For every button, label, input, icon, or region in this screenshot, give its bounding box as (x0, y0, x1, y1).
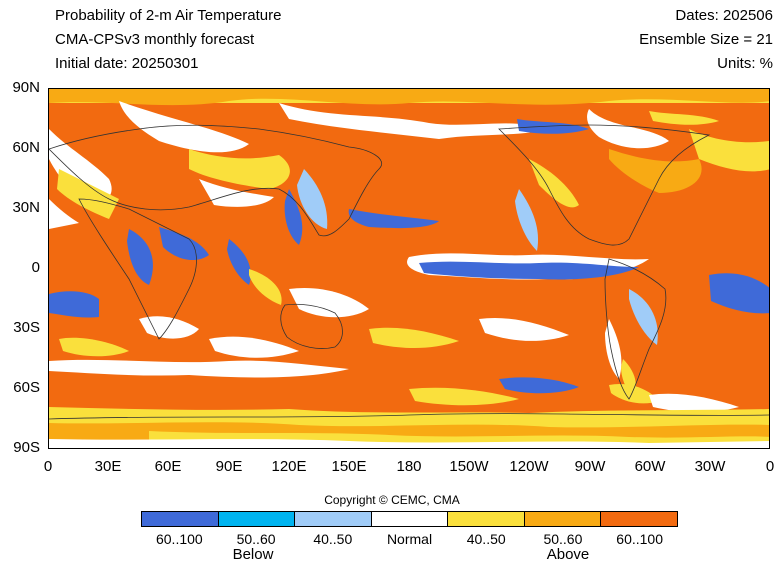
lon-tick-30w: 30W (694, 458, 726, 475)
forecast-dates: Dates: 202506 (675, 7, 773, 24)
africa-coast (78, 198, 197, 340)
probability-map (48, 88, 770, 449)
ensemble-size: Ensemble Size = 21 (639, 31, 773, 48)
legend-label-5: 50..60 (543, 531, 583, 547)
lon-tick-150w: 150W (449, 458, 489, 475)
lat-tick-60n: 60N (12, 139, 40, 156)
lat-tick-90s: 90S (13, 439, 40, 456)
lat-tick-0: 0 (31, 259, 40, 276)
legend-swatch-2 (294, 512, 371, 526)
map-title: Probability of 2-m Air Temperature (55, 7, 282, 24)
legend-label-6: 60..100 (616, 531, 663, 547)
north-midlat-patches (49, 129, 769, 251)
legend-colorbar (141, 511, 678, 527)
model-subtitle: CMA-CPSv3 monthly forecast (55, 31, 255, 48)
lat-tick-90n: 90N (12, 79, 40, 96)
lon-tick-180: 180 (396, 458, 422, 475)
legend-swatch-3 (370, 512, 448, 526)
copyright-notice: Copyright © CEMC, CMA (324, 493, 460, 507)
legend-label-0: 60..100 (155, 531, 203, 547)
legend-swatch-0 (142, 512, 218, 526)
legend-swatch-1 (217, 512, 295, 526)
legend-label-1: 50..60 (236, 531, 276, 547)
south-america-coast (604, 258, 667, 400)
tropical-patches (49, 227, 769, 395)
lat-tick-30n: 30N (12, 199, 40, 216)
lon-tick-120e: 120E (271, 458, 307, 475)
eurasia-coast (49, 124, 382, 237)
legend-swatch-5 (523, 512, 601, 526)
arctic-region (49, 89, 769, 153)
lon-tick-0: 0 (43, 458, 53, 475)
lon-tick-60e: 60E (154, 458, 182, 475)
legend-swatch-6 (600, 512, 678, 526)
initial-date: Initial date: 20250301 (55, 55, 199, 72)
legend-label-3: Normal (386, 531, 433, 547)
lon-tick-60w: 60W (634, 458, 666, 475)
legend-below-label: Below (232, 546, 274, 563)
coastlines (49, 124, 769, 420)
legend-label-2: 40..50 (313, 531, 353, 547)
map-background (49, 89, 769, 448)
lon-tick-150e: 150E (331, 458, 367, 475)
lon-tick-90w: 90W (574, 458, 606, 475)
lon-tick-0-end: 0 (765, 458, 775, 475)
north-america-coast (498, 124, 711, 246)
legend-above-label: Above (546, 546, 590, 563)
lon-tick-90e: 90E (215, 458, 243, 475)
southern-patches (49, 359, 739, 413)
lat-tick-30s: 30S (13, 319, 40, 336)
units-label: Units: % (717, 55, 773, 72)
lon-tick-30e: 30E (94, 458, 122, 475)
australia-coast (280, 303, 343, 349)
antarctic-region (49, 407, 769, 448)
lon-tick-120w: 120W (509, 458, 549, 475)
antarctica-coast (49, 413, 769, 420)
legend-label-4: 40..50 (466, 531, 506, 547)
map-svg (49, 89, 769, 448)
lat-tick-60s: 60S (13, 379, 40, 396)
legend-swatch-4 (447, 512, 524, 526)
